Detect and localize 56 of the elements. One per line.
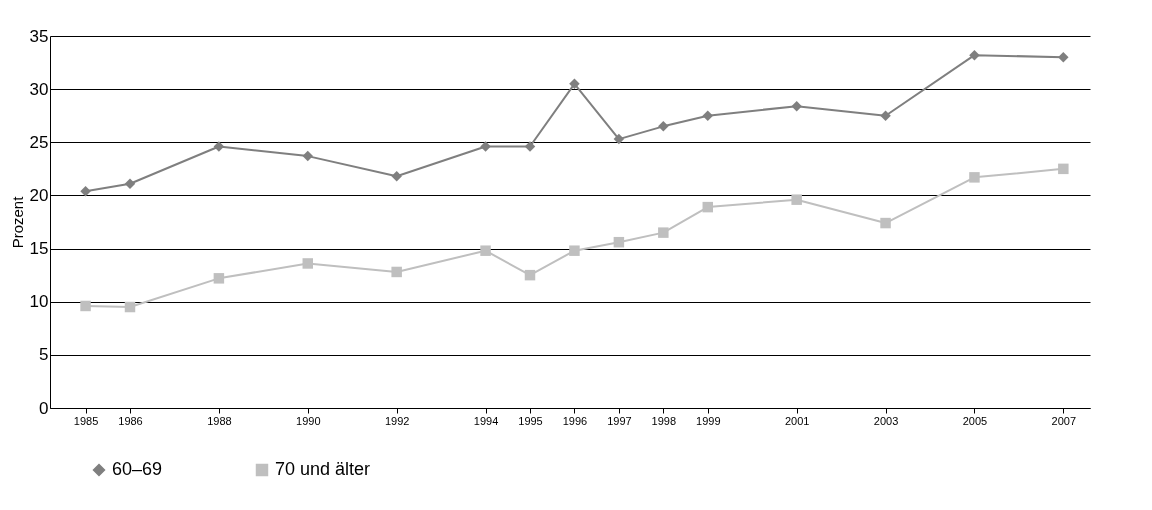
point <box>213 273 225 284</box>
point <box>524 269 536 281</box>
point <box>702 110 714 121</box>
x-tick-label: 2007 <box>1051 414 1077 427</box>
x-tick-label: 1995 <box>518 414 543 427</box>
point <box>391 266 402 278</box>
x-tick-label: 2005 <box>962 414 988 427</box>
point <box>80 185 91 197</box>
x-tick-label: 1985 <box>73 414 99 427</box>
y-tick-label: 20 <box>29 185 49 205</box>
point <box>524 141 536 152</box>
point <box>791 100 802 112</box>
point <box>969 172 980 183</box>
point <box>613 133 625 145</box>
point <box>80 300 91 312</box>
point <box>569 245 580 256</box>
point <box>702 201 714 213</box>
y-tick-label: 15 <box>29 239 49 259</box>
point <box>480 245 491 256</box>
point <box>880 217 891 229</box>
legend-label: 60–69 <box>112 459 163 479</box>
point <box>302 150 314 162</box>
point <box>1058 163 1069 175</box>
point <box>302 258 314 269</box>
point <box>658 227 669 238</box>
x-tick-label: 1992 <box>384 414 410 427</box>
x-tick-label: 1986 <box>118 414 143 427</box>
point <box>391 171 402 182</box>
point <box>480 141 491 152</box>
x-tick-label: 1997 <box>607 414 632 427</box>
y-tick-label: 0 <box>39 398 49 418</box>
y-tick-label: 10 <box>29 292 49 312</box>
x-tick-label: 1999 <box>696 414 721 427</box>
point <box>969 49 980 61</box>
x-tick-label: 1994 <box>473 414 499 427</box>
x-tick-label: 1990 <box>296 414 321 427</box>
point <box>124 178 136 189</box>
y-tick-label: 5 <box>39 345 49 365</box>
x-tick-label: 2001 <box>784 414 810 427</box>
legend-label: 70 und älter <box>275 459 371 479</box>
x-tick-label: 1988 <box>207 414 232 427</box>
y-tick-label: 25 <box>29 132 49 152</box>
x-tick-label: 1998 <box>651 414 677 427</box>
y-axis-title: Prozent <box>8 195 26 249</box>
x-tick-label: 1996 <box>562 414 588 427</box>
point <box>1058 52 1069 63</box>
point <box>613 236 625 248</box>
point <box>880 110 891 121</box>
x-tick-label: 2003 <box>873 414 899 427</box>
y-tick-label: 30 <box>29 79 49 99</box>
point <box>569 78 580 90</box>
point <box>213 141 225 152</box>
y-tick-label: 35 <box>29 26 49 46</box>
point <box>658 121 669 132</box>
point <box>124 301 136 313</box>
point <box>791 194 802 205</box>
